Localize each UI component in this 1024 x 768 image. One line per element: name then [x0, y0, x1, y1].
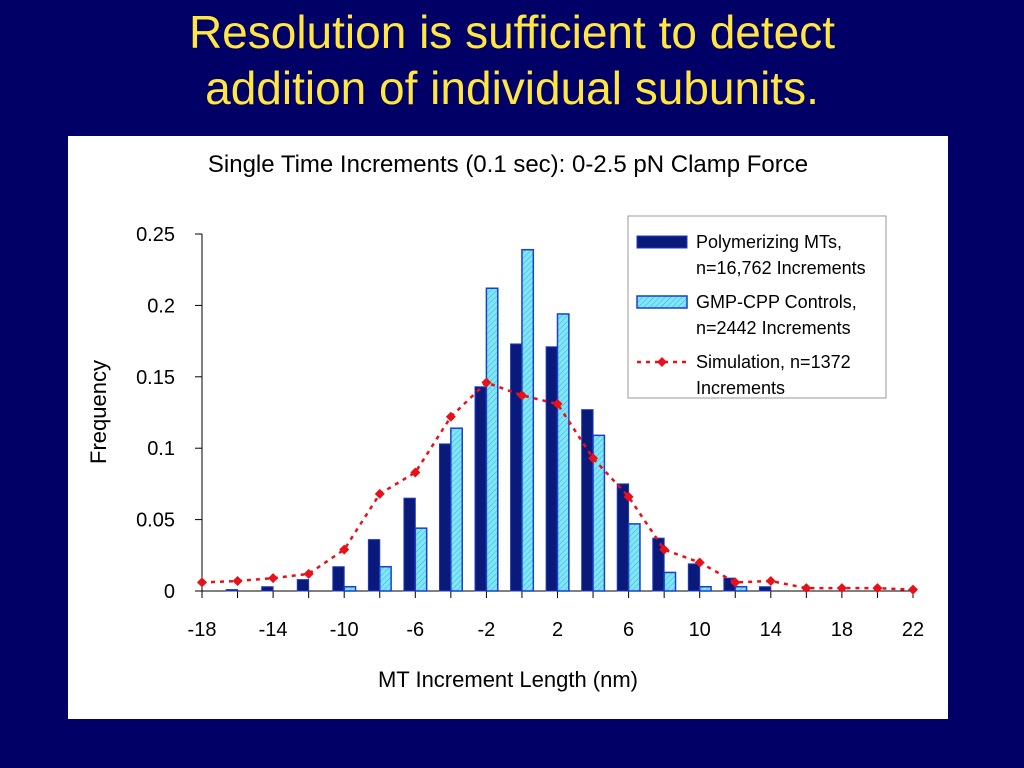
gmpcpp-bar	[521, 248, 535, 592]
gmpcpp-bar	[627, 523, 641, 592]
gmpcpp-bar	[556, 313, 570, 592]
simulation-point	[552, 398, 563, 409]
y-tick-label: 0.05	[136, 510, 175, 532]
gmpcpp-bar	[450, 427, 463, 592]
y-tick-label: 0.15	[136, 367, 175, 389]
legend-label-line2: Increments	[696, 378, 785, 398]
gmpcpp-bar	[414, 527, 428, 592]
polymerizing-bar	[652, 537, 665, 592]
y-axis-label: Frequency	[86, 360, 111, 464]
legend-polymerizing-swatch	[636, 235, 688, 249]
simulation-point	[872, 583, 883, 594]
simulation-point	[339, 544, 350, 555]
y-tick-label: 0.1	[147, 438, 175, 460]
x-tick-label: 14	[760, 619, 782, 641]
simulation-point	[801, 583, 812, 594]
x-tick-label: -18	[188, 619, 217, 641]
gmpcpp-bar	[698, 585, 712, 592]
legend-label-line2: n=16,762 Increments	[696, 258, 866, 278]
polymerizing-bar	[687, 563, 701, 592]
legend-label-line1: Simulation, n=1372	[696, 352, 851, 372]
x-tick-label: -14	[259, 619, 288, 641]
legend-gmpcpp-swatch	[636, 295, 688, 309]
slide-title-line-2: addition of individual subunits.	[205, 62, 819, 114]
simulation-point	[516, 390, 527, 401]
gmpcpp-bar	[592, 434, 606, 592]
polymerizing-bar	[367, 539, 381, 592]
simulation-point	[908, 584, 918, 595]
simulation-point	[694, 557, 705, 568]
polymerizing-bar	[581, 409, 594, 592]
simulation-point	[730, 577, 741, 588]
simulation-point	[197, 577, 207, 588]
gmpcpp-bar	[343, 585, 357, 592]
polymerizing-bar	[332, 566, 345, 592]
x-tick-label: 6	[623, 619, 634, 641]
polymerizing-bar	[225, 589, 239, 592]
legend-label-line2: n=2442 Increments	[696, 318, 851, 338]
x-tick-label: 2	[552, 619, 563, 641]
x-tick-label: -2	[478, 619, 496, 641]
chart-panel: Single Time Increments (0.1 sec): 0-2.5 …	[68, 136, 948, 719]
chart-title: Single Time Increments (0.1 sec): 0-2.5 …	[208, 151, 808, 178]
y-tick-label: 0.25	[136, 224, 175, 246]
simulation-point	[232, 576, 243, 587]
polymerizing-bar	[474, 386, 487, 592]
polymerizing-bar	[403, 497, 416, 592]
polymerizing-bar	[261, 586, 274, 592]
polymerizing-bar	[758, 586, 772, 592]
simulation-point	[481, 377, 492, 388]
polymerizing-bar	[545, 346, 558, 592]
simulation-point	[659, 544, 670, 555]
x-tick-label: -6	[406, 619, 424, 641]
polymerizing-bar	[296, 579, 310, 592]
x-tick-label: 22	[902, 619, 924, 641]
legend-simulation-marker	[657, 357, 667, 367]
simulation-point	[303, 568, 314, 579]
y-tick-label: 0	[164, 581, 175, 603]
gmpcpp-bar	[379, 565, 392, 592]
simulation-point	[836, 583, 847, 594]
y-tick-label: 0.2	[147, 295, 175, 317]
slide-title-line-1: Resolution is sufficient to detect	[188, 6, 836, 58]
simulation-point	[623, 491, 634, 502]
polymerizing-bar	[510, 343, 523, 592]
gmpcpp-bar	[663, 571, 677, 592]
simulation-point	[374, 488, 385, 499]
simulation-point	[765, 576, 776, 587]
legend-label-line1: Polymerizing MTs,	[696, 232, 842, 252]
simulation-line	[201, 381, 914, 591]
simulation-point	[445, 411, 456, 422]
simulation-point	[588, 453, 599, 464]
chart-svg: Single Time Increments (0.1 sec): 0-2.5 …	[86, 151, 924, 692]
simulation-point	[268, 573, 279, 584]
polymerizing-bar	[438, 443, 452, 592]
simulation-point	[410, 467, 421, 478]
gmpcpp-bar	[734, 585, 748, 592]
gmpcpp-bar	[485, 287, 499, 592]
legend-label-line1: GMP-CPP Controls,	[696, 292, 857, 312]
x-tick-label: 18	[831, 619, 853, 641]
x-tick-label: 10	[689, 619, 711, 641]
x-axis-label: MT Increment Length (nm)	[378, 667, 638, 692]
slide-title: Resolution is sufficient to detect addit…	[0, 4, 1024, 116]
x-tick-label: -10	[330, 619, 359, 641]
